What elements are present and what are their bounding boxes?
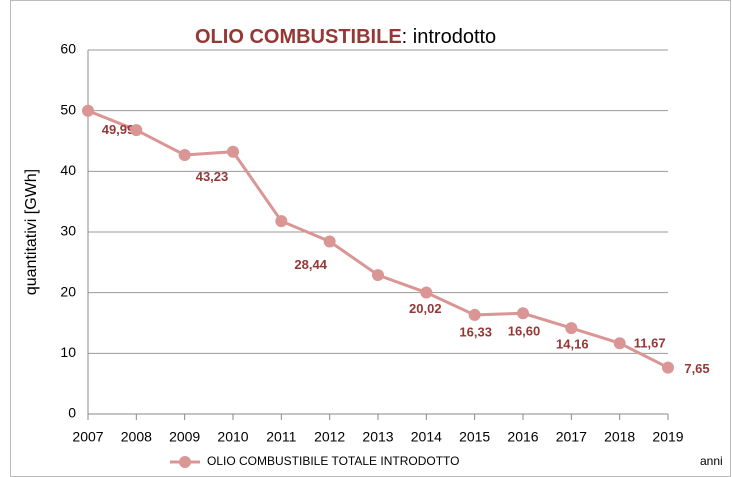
x-tick-label: 2013	[362, 429, 393, 445]
x-tick-label: 2009	[169, 429, 200, 445]
legend-marker	[179, 456, 191, 468]
point	[372, 269, 384, 282]
x-tick-label: 2011	[266, 429, 296, 445]
value-label: 7,65	[684, 361, 709, 376]
y-axis-label: quantitativi [GWh]	[23, 169, 40, 295]
x-tick-label: 2018	[604, 429, 635, 445]
series-line	[87, 109, 669, 369]
x-tick-label: 2015	[459, 429, 490, 445]
point	[613, 337, 626, 350]
point	[662, 361, 674, 374]
title-sub: : introdotto	[402, 26, 497, 48]
y-tick-label: 20	[60, 283, 76, 299]
chart-title: OLIO COMBUSTIBILE: introdotto	[195, 26, 496, 48]
y-tick-label: 40	[60, 162, 76, 178]
point	[420, 286, 433, 299]
x-tick-label: 2007	[72, 429, 103, 445]
chart-border	[10, 0, 731, 477]
x-tick-label: 2012	[314, 429, 345, 445]
y-tick-label: 0	[68, 405, 76, 421]
value-label: 20,02	[409, 301, 442, 316]
point	[468, 308, 481, 321]
point	[517, 307, 529, 320]
value-label: 14,16	[556, 337, 589, 352]
value-label: 16,33	[459, 324, 492, 339]
y-tick-label: 60	[60, 41, 76, 57]
point	[130, 124, 143, 137]
x-tick-label: 2019	[652, 429, 683, 445]
title-main: OLIO COMBUSTIBILE	[195, 26, 402, 48]
value-label: 43,23	[196, 169, 229, 184]
x-tick-label: 2014	[411, 429, 442, 445]
point	[227, 145, 239, 158]
point	[275, 215, 288, 228]
x-tick-label: 2017	[556, 429, 587, 445]
y-tick-label: 50	[60, 101, 76, 117]
value-label: 16,60	[508, 324, 541, 339]
value-label: 28,44	[294, 257, 327, 272]
point	[565, 322, 578, 335]
value-label: 11,67	[634, 336, 666, 351]
legend-label: OLIO COMBUSTIBILE TOTALE INTRODOTTO	[207, 454, 460, 468]
x-axis-label: anni	[700, 454, 723, 468]
x-tick-label: 2008	[121, 429, 152, 445]
y-tick-label: 10	[60, 344, 76, 360]
x-tick-label: 2016	[507, 429, 538, 445]
value-label: 49,99	[102, 122, 135, 137]
point	[323, 235, 336, 248]
point	[82, 104, 94, 117]
point	[178, 148, 191, 161]
x-tick-label: 2010	[217, 429, 248, 445]
y-tick-label: 30	[60, 223, 76, 239]
